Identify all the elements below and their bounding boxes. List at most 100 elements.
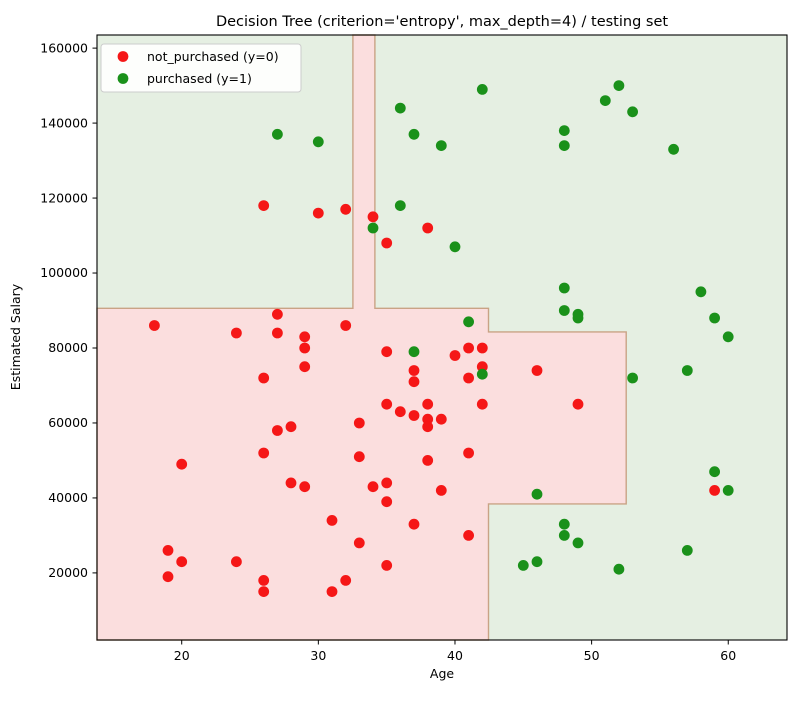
legend-label-not-purchased: not_purchased (y=0): [147, 49, 279, 64]
scatter-point-not-purchased: [162, 545, 174, 556]
scatter-point-not-purchased: [394, 406, 406, 418]
scatter-point-purchased: [599, 95, 611, 106]
scatter-point-not-purchased: [476, 342, 488, 354]
scatter-point-purchased: [435, 140, 447, 152]
x-tick-label: 40: [447, 648, 463, 663]
scatter-point-not-purchased: [463, 447, 474, 459]
scatter-point-purchased: [627, 106, 638, 118]
scatter-point-not-purchased: [408, 376, 420, 388]
scatter-point-not-purchased: [272, 308, 283, 320]
scatter-point-not-purchased: [367, 481, 379, 493]
scatter-point-not-purchased: [299, 342, 311, 354]
scatter-point-not-purchased: [463, 372, 474, 384]
scatter-point-not-purchased: [408, 518, 420, 530]
x-tick-label: 50: [584, 648, 600, 663]
scatter-point-not-purchased: [258, 200, 270, 212]
scatter-point-purchased: [558, 140, 570, 152]
scatter-point-purchased: [449, 241, 461, 253]
scatter-point-purchased: [476, 368, 488, 380]
scatter-point-not-purchased: [149, 320, 160, 331]
scatter-point-not-purchased: [299, 331, 311, 343]
scatter-point-not-purchased: [176, 458, 188, 470]
scatter-point-not-purchased: [299, 361, 311, 373]
y-tick-label: 40000: [48, 490, 88, 505]
scatter-point-not-purchased: [299, 481, 311, 493]
scatter-point-not-purchased: [422, 455, 434, 466]
decision-regions: [96, 34, 787, 641]
scatter-point-not-purchased: [162, 571, 174, 583]
scatter-point-purchased: [709, 466, 720, 478]
scatter-point-not-purchased: [353, 537, 365, 549]
scatter-point-purchased: [668, 143, 679, 155]
scatter-point-purchased: [613, 563, 625, 575]
scatter-point-not-purchased: [340, 320, 352, 331]
scatter-point-not-purchased: [326, 515, 338, 526]
scatter-point-not-purchased: [272, 327, 283, 339]
scatter-point-purchased: [572, 537, 584, 549]
y-tick-label: 80000: [48, 340, 88, 355]
scatter-point-purchased: [558, 305, 570, 316]
scatter-point-purchased: [367, 222, 379, 234]
scatter-point-purchased: [531, 556, 543, 568]
scatter-point-not-purchased: [340, 203, 352, 215]
scatter-point-not-purchased: [422, 413, 434, 425]
scatter-point-purchased: [558, 125, 570, 136]
legend: not_purchased (y=0) purchased (y=1): [100, 43, 302, 93]
scatter-point-not-purchased: [408, 410, 420, 421]
scatter-point-not-purchased: [709, 485, 720, 496]
scatter-point-purchased: [681, 365, 693, 376]
scatter-point-purchased: [709, 312, 720, 324]
x-axis-label: Age: [430, 666, 454, 681]
scatter-point-purchased: [312, 136, 324, 148]
chart-title: Decision Tree (criterion='entropy', max_…: [216, 14, 668, 30]
scatter-point-not-purchased: [381, 398, 393, 410]
y-tick-label: 100000: [40, 265, 88, 280]
scatter-point-not-purchased: [435, 485, 447, 496]
x-tick-label: 20: [174, 648, 190, 663]
y-axis-label: Estimated Salary: [8, 283, 23, 390]
scatter-point-not-purchased: [463, 530, 474, 541]
x-tick-label: 60: [720, 648, 736, 663]
scatter-point-not-purchased: [231, 327, 242, 339]
scatter-point-not-purchased: [572, 398, 584, 410]
y-tick-label: 140000: [40, 115, 88, 130]
scatter-point-purchased: [681, 545, 693, 556]
scatter-point-not-purchased: [326, 586, 338, 597]
scatter-point-not-purchased: [422, 222, 434, 234]
scatter-point-purchased: [558, 518, 570, 530]
scatter-point-not-purchased: [340, 575, 352, 586]
scatter-point-purchased: [408, 128, 420, 140]
scatter-point-purchased: [394, 200, 406, 212]
scatter-point-not-purchased: [312, 207, 324, 219]
scatter-point-purchased: [517, 560, 529, 571]
scatter-point-not-purchased: [272, 425, 283, 436]
scatter-point-not-purchased: [353, 417, 365, 429]
y-tick-label: 120000: [40, 190, 88, 205]
y-tick-label: 60000: [48, 415, 88, 430]
scatter-point-not-purchased: [176, 556, 188, 568]
scatter-point-not-purchased: [435, 413, 447, 425]
legend-label-purchased: purchased (y=1): [147, 71, 252, 86]
scatter-point-not-purchased: [258, 372, 270, 384]
legend-marker-purchased: [117, 73, 129, 84]
scatter-point-purchased: [572, 312, 584, 324]
scatter-point-not-purchased: [422, 398, 434, 410]
legend-marker-not-purchased: [117, 51, 129, 62]
scatter-point-purchased: [695, 286, 707, 298]
scatter-point-purchased: [408, 346, 420, 358]
scatter-point-not-purchased: [381, 346, 393, 358]
y-tick-label: 20000: [48, 565, 88, 580]
scatter-point-not-purchased: [381, 560, 393, 571]
axis-ticks: 20 30 40 50 60 20000 40000 60000 80000 100000 1200…: [40, 40, 736, 663]
x-tick-label: 30: [310, 648, 326, 663]
scatter-point-not-purchased: [463, 342, 474, 354]
scatter-point-not-purchased: [367, 211, 379, 223]
scatter-point-not-purchased: [422, 421, 434, 433]
scatter-point-purchased: [558, 282, 570, 294]
plot-frame: [96, 34, 788, 641]
y-tick-label: 160000: [40, 40, 88, 55]
scatter-point-purchased: [627, 372, 638, 384]
scatter-point-not-purchased: [353, 451, 365, 463]
